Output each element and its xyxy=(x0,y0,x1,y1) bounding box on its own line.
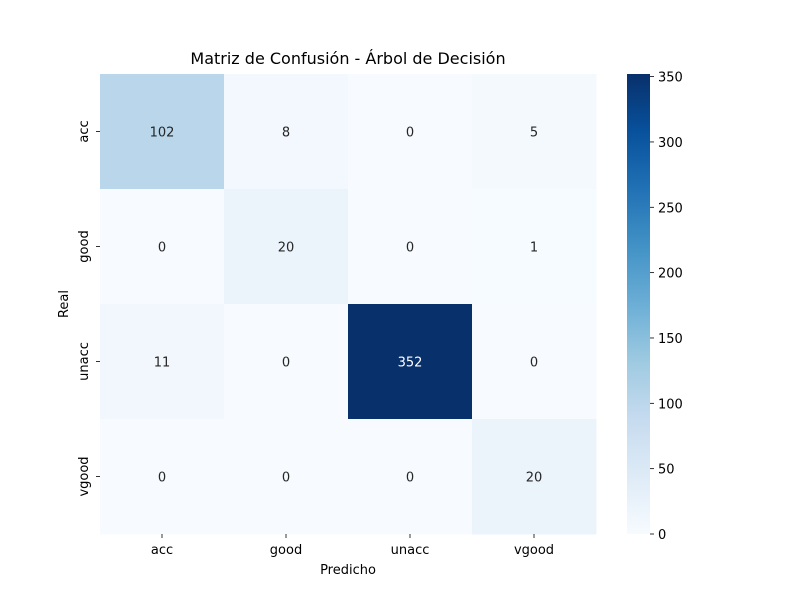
cell-value-label: 352 xyxy=(398,356,423,371)
heatmap-cell xyxy=(100,419,225,535)
x-axis-ticks: acc good unacc vgood xyxy=(151,534,554,558)
chart-title: Matriz de Confusión - Árbol de Decisión xyxy=(190,49,505,68)
heatmap-cell xyxy=(224,74,349,190)
heatmap-cell xyxy=(472,419,597,535)
x-axis-label: Predicho xyxy=(320,563,376,578)
colorbar-tick-label: 150 xyxy=(658,332,683,347)
y-tick-label: good xyxy=(77,230,92,262)
heatmap-cell xyxy=(472,74,597,190)
y-tick-label: vgood xyxy=(77,456,92,496)
cell-value-label: 102 xyxy=(150,126,175,141)
y-tick-label: acc xyxy=(77,120,92,142)
heatmap-cell xyxy=(224,189,349,305)
heatmap-cell xyxy=(472,189,597,305)
heatmap-cell xyxy=(348,189,473,305)
cell-value-label: 0 xyxy=(282,356,290,371)
heatmap-cell xyxy=(348,419,473,535)
heatmap-cell xyxy=(224,419,349,535)
cell-value-label: 0 xyxy=(158,241,166,256)
heatmap-cell xyxy=(472,304,597,420)
colorbar-tick-label: 250 xyxy=(658,201,683,216)
cell-value-label: 8 xyxy=(282,126,290,141)
colorbar-tick-label: 50 xyxy=(658,463,675,478)
cell-value-label: 0 xyxy=(406,471,414,486)
heatmap-cell xyxy=(348,74,473,190)
cell-value-label: 0 xyxy=(406,241,414,256)
cell-value-label: 0 xyxy=(530,356,538,371)
heatmap-cell xyxy=(224,304,349,420)
colorbar xyxy=(627,74,650,534)
x-tick-label: good xyxy=(270,543,302,558)
cell-value-label: 0 xyxy=(158,471,166,486)
x-tick-label: unacc xyxy=(391,543,430,558)
cell-value-label: 20 xyxy=(278,241,295,256)
colorbar-tick-label: 0 xyxy=(658,528,666,543)
y-tick-label: unacc xyxy=(77,342,92,381)
colorbar-tick-label: 350 xyxy=(658,71,683,86)
x-tick-label: vgood xyxy=(514,543,554,558)
cell-value-label: 5 xyxy=(530,126,538,141)
y-axis-ticks: acc good unacc vgood xyxy=(77,120,100,497)
heatmap-cell xyxy=(100,74,225,190)
colorbar-tick-label: 300 xyxy=(658,136,683,151)
cell-value-label: 0 xyxy=(406,126,414,141)
heatmap-cell-labels: 102 8 0 50 20 0 111 0 352 00 0 0 20 xyxy=(150,126,543,486)
cell-value-label: 1 xyxy=(530,241,538,256)
heatmap-cell xyxy=(100,304,225,420)
colorbar-tick-label: 100 xyxy=(658,397,683,412)
colorbar-tick-label: 200 xyxy=(658,267,683,282)
y-axis-label: Real xyxy=(57,290,72,318)
x-tick-label: acc xyxy=(151,543,173,558)
cell-value-label: 0 xyxy=(282,471,290,486)
cell-value-label: 20 xyxy=(526,471,543,486)
colorbar-ticks: 0 50 100 150 200 250 300 350 xyxy=(650,71,683,543)
cell-value-label: 11 xyxy=(154,356,171,371)
heatmap-cells xyxy=(100,74,597,535)
heatmap-cell xyxy=(348,304,473,420)
heatmap-cell xyxy=(100,189,225,305)
